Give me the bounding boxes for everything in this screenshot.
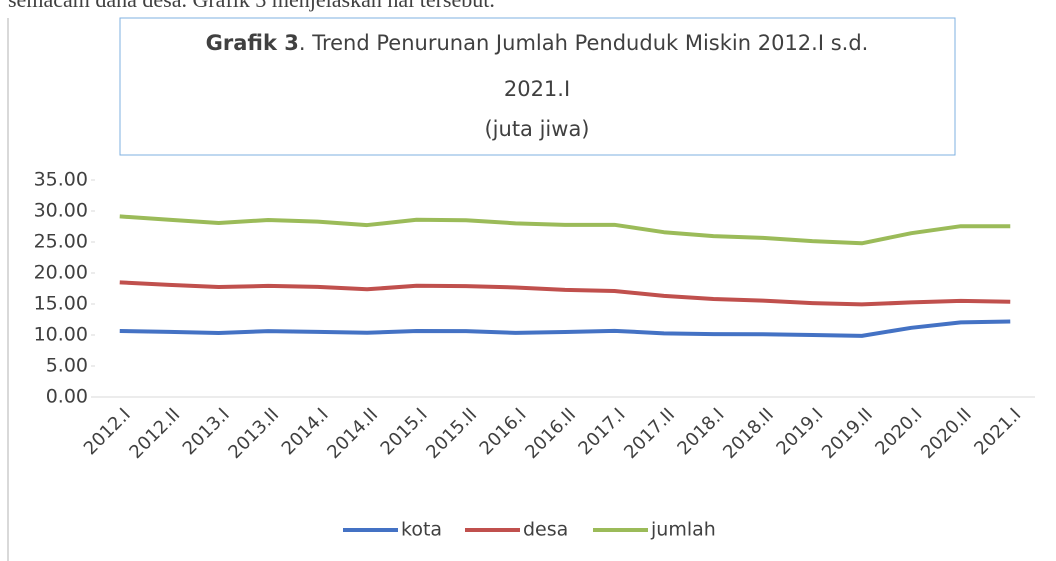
x-tick-label: 2020.I: [871, 404, 926, 459]
chart-title: Grafik 3. Trend Penurunan Jumlah Pendudu…: [206, 31, 869, 55]
x-tick-label: 2020.II: [917, 404, 976, 463]
x-tick-label: 2013.II: [224, 404, 283, 463]
x-tick-label: 2014.I: [278, 404, 333, 459]
x-tick-label: 2018.I: [673, 404, 728, 459]
title-bold: Grafik 3: [206, 31, 299, 55]
x-tick-label: 2021.I: [970, 404, 1025, 459]
chart-title-line2: 2021.I: [504, 77, 570, 101]
legend-label: desa: [523, 519, 568, 541]
x-tick-label: 2016.II: [521, 404, 580, 463]
title-text: . Trend Penurunan Jumlah Penduduk Miskin…: [299, 31, 868, 55]
x-tick-label: 2016.I: [476, 404, 531, 459]
x-tick-label: 2013.I: [179, 404, 234, 459]
y-tick-label: 20.00: [34, 262, 88, 284]
title-box: [119, 17, 956, 156]
x-tick-label: 2018.II: [719, 404, 778, 463]
x-tick-label: 2012.I: [80, 404, 135, 459]
legend-label: kota: [401, 519, 442, 541]
x-tick-label: 2014.II: [323, 404, 382, 463]
y-tick-label: 25.00: [34, 231, 88, 253]
x-tick-label: 2019.II: [818, 404, 877, 463]
x-tick-label: 2015.II: [422, 404, 481, 463]
y-tick-label: 35.00: [34, 169, 88, 191]
x-tick-label: 2017.I: [575, 404, 630, 459]
series-line: [119, 214, 1011, 246]
legend-label: jumlah: [650, 519, 716, 541]
x-tick-label: 2019.I: [772, 404, 827, 459]
y-tick-label: 10.00: [34, 324, 88, 346]
y-tick-label: 15.00: [34, 293, 88, 315]
intro-text: semacam dana desa. Grafik 3 menjelaskan …: [8, 0, 495, 12]
x-tick-label: 2015.I: [377, 404, 432, 459]
x-tick-label: 2017.II: [620, 404, 679, 463]
y-tick-label: 30.00: [34, 200, 88, 222]
series-line: [119, 280, 1011, 307]
chart-subtitle: (juta jiwa): [484, 117, 589, 141]
y-tick-label: 5.00: [46, 355, 88, 377]
y-tick-label: 0.00: [46, 386, 88, 408]
series-line: [119, 319, 1011, 338]
x-tick-label: 2012.II: [125, 404, 184, 463]
